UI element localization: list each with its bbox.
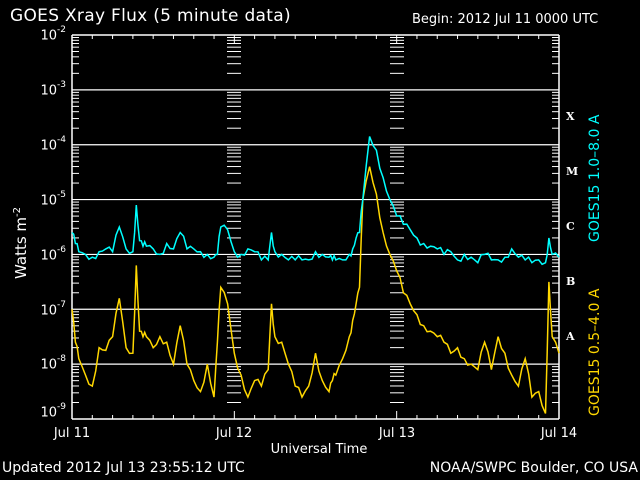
x-tick-jul-11: Jul 11 <box>53 426 91 441</box>
flare-class-b: B <box>566 275 576 288</box>
x-tick-jul-13: Jul 13 <box>378 426 416 441</box>
flare-class-m: M <box>566 165 579 178</box>
updated-timestamp: Updated 2012 Jul 13 23:55:12 UTC <box>2 460 245 476</box>
chart-title: GOES Xray Flux (5 minute data) <box>10 6 291 26</box>
flare-class-a: A <box>566 330 575 343</box>
plot-frame <box>71 34 560 420</box>
y-tick-1e-7: 10-7 <box>40 300 66 319</box>
y-tick-1e-9: 10-9 <box>40 402 66 421</box>
y-tick-1e-2: 10-2 <box>40 25 66 44</box>
legend-long-wavelength: GOES15 1.0–8.0 A <box>587 114 603 242</box>
x-tick-jul-14: Jul 14 <box>540 426 578 441</box>
y-tick-1e-8: 10-8 <box>40 354 66 373</box>
x-tick-jul-12: Jul 12 <box>215 426 253 441</box>
y-tick-1e-4: 10-4 <box>40 135 66 154</box>
y-tick-1e-3: 10-3 <box>40 80 66 99</box>
series-long-wavelength <box>71 136 560 266</box>
credit-text: NOAA/SWPC Boulder, CO USA <box>429 460 638 476</box>
series-short-wavelength <box>71 166 560 414</box>
legend-short-wavelength: GOES15 0.5–4.0 A <box>587 288 603 416</box>
flare-class-x: X <box>566 110 575 123</box>
y-tick-1e-5: 10-5 <box>40 190 66 209</box>
x-axis-label: Universal Time <box>270 442 368 457</box>
y-tick-1e-6: 10-6 <box>40 245 66 264</box>
begin-timestamp: Begin: 2012 Jul 11 0000 UTC <box>412 12 599 27</box>
flare-class-c: C <box>566 220 575 233</box>
